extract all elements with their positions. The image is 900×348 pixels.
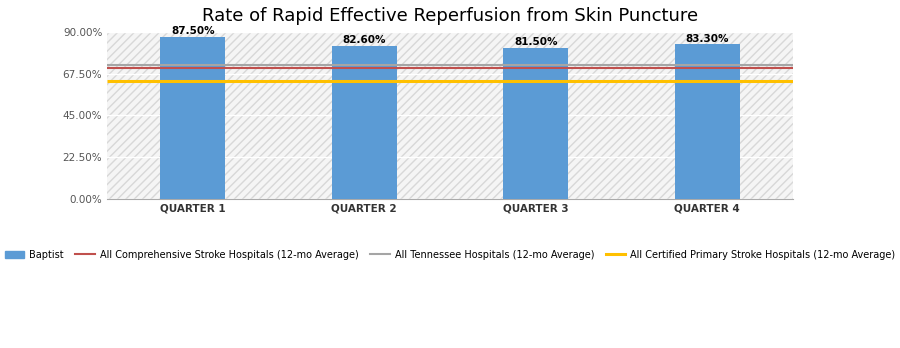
Bar	[160, 37, 226, 199]
Bar	[332, 46, 397, 199]
Text: 81.50%: 81.50%	[514, 37, 557, 47]
Legend: Baptist, All Comprehensive Stroke Hospitals (12-mo Average), All Tennessee Hospi: Baptist, All Comprehensive Stroke Hospit…	[1, 246, 899, 264]
Text: 87.50%: 87.50%	[171, 26, 215, 36]
Bar	[107, 32, 793, 199]
Bar	[674, 45, 740, 199]
Bar	[503, 48, 568, 199]
Text: 83.30%: 83.30%	[686, 34, 729, 44]
Text: 82.60%: 82.60%	[343, 35, 386, 45]
Title: Rate of Rapid Effective Reperfusion from Skin Puncture: Rate of Rapid Effective Reperfusion from…	[202, 7, 698, 25]
